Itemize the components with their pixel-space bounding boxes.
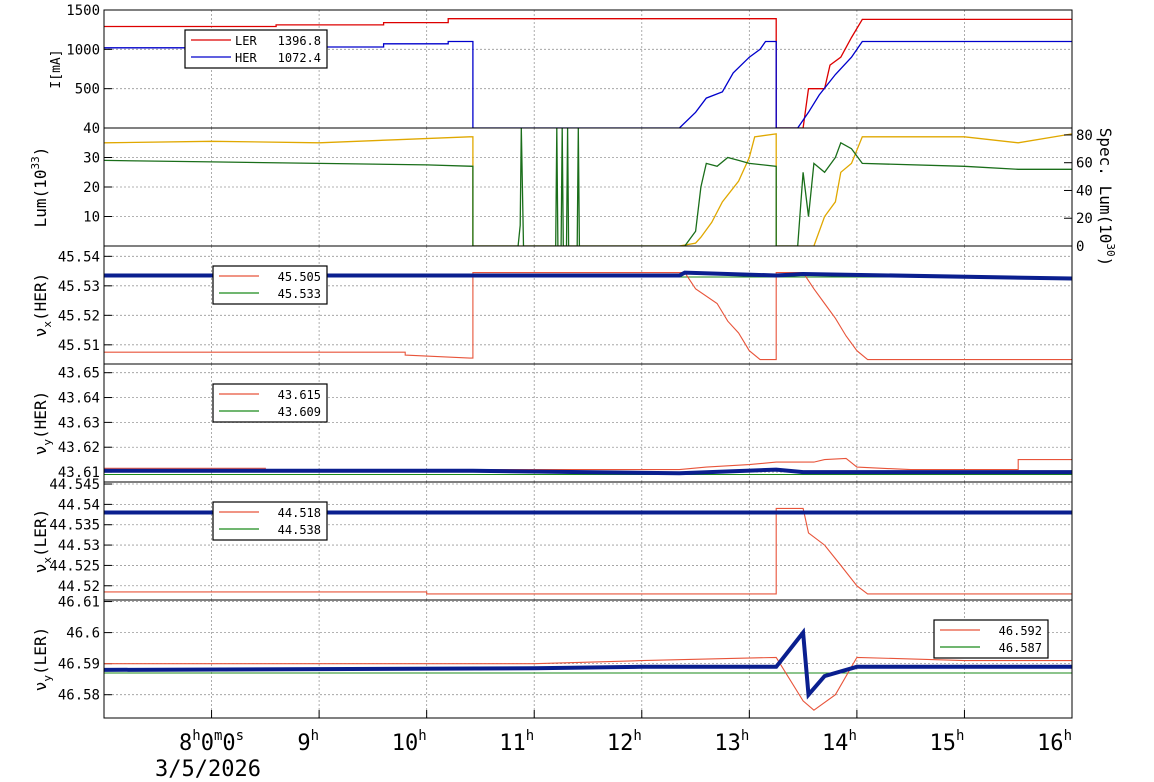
y-tick-label: 43.65 (58, 366, 100, 382)
legend: 46.592 46.587 (933, 619, 1049, 659)
legend-value: 46.587 (999, 641, 1042, 655)
x-tick-label: 16h (1037, 728, 1072, 756)
y-tick-label: 1000 (66, 42, 100, 58)
y-tick-label: 44.545 (49, 477, 100, 493)
x-tick-label: 13h (714, 728, 749, 756)
legend: 43.615 43.609 (212, 383, 328, 423)
series-line-ler (104, 18, 1072, 128)
y-axis-label: νx(HER) (31, 273, 54, 337)
series-line-setting (104, 656, 1072, 711)
y-tick-label: 44.52 (58, 579, 100, 595)
y-axis-label: I[mA] (49, 49, 64, 88)
legend-value: 43.615 (278, 388, 321, 402)
y-tick-label: 45.54 (58, 249, 100, 265)
legend-value: 44.538 (278, 523, 321, 537)
series-line-specific-luminosity (104, 128, 1072, 246)
right-y-tick-label: 0 (1076, 239, 1084, 255)
x-tick-label: 14h (822, 728, 857, 756)
panel-current: 500 1000 1500 I[mA] LER 1396.8 HER 1072.4 (49, 3, 1073, 129)
y-tick-label: 40 (83, 121, 100, 137)
y-axis-label: νx(LER) (31, 509, 54, 573)
x-tick-label: 12h (607, 728, 642, 756)
legend-value: 45.505 (278, 270, 321, 284)
y-axis-label: Lum(1033) (29, 147, 50, 228)
series-line-setting (104, 272, 1072, 361)
y-tick-label: 44.54 (58, 497, 100, 513)
legend-value: 43.609 (278, 405, 321, 419)
x-tick-label: 9h (297, 728, 319, 756)
y-tick-label: 10 (83, 210, 100, 226)
series-line-her (104, 40, 1072, 128)
panel-luminosity: 10 20 30 40 Lum(1033) 0 20 40 60 80 Spec. Lum(1030… (29, 121, 1117, 266)
right-y-tick-label: 40 (1076, 183, 1093, 199)
legend-box (933, 619, 1049, 659)
series-line-luminosity (104, 133, 1072, 246)
series-line-measured (104, 270, 1072, 281)
right-y-tick-label: 20 (1076, 211, 1093, 227)
panel-frame (103, 599, 1073, 719)
x-tick-label: 11h (499, 728, 534, 756)
panel-frame (103, 245, 1073, 365)
y-tick-label: 46.6 (66, 626, 100, 642)
y-tick-label: 500 (75, 82, 100, 98)
legend-value: 1072.4 (278, 51, 321, 65)
series-line-setting (104, 507, 1072, 595)
y-tick-label: 20 (83, 180, 100, 196)
legend-box (212, 501, 328, 541)
series-line-setting (104, 457, 1072, 471)
legend-value: 1396.8 (278, 34, 321, 48)
right-y-tick-label: 80 (1076, 128, 1093, 144)
y-tick-label: 45.51 (58, 338, 100, 354)
panel-frame (103, 9, 1073, 129)
y-tick-label: 46.58 (58, 688, 100, 704)
legend: LER 1396.8 HER 1072.4 (184, 29, 328, 69)
x-tick-label: 15h (930, 728, 965, 756)
y-tick-label: 46.61 (58, 595, 100, 611)
y-tick-label: 43.62 (58, 440, 100, 456)
x-tick-label: 8h0m0s (179, 728, 244, 756)
panel-nux_ler: 44.52 44.525 44.53 44.535 44.54 44.545 νx(LER)… (31, 477, 1073, 601)
y-tick-label: 43.64 (58, 391, 100, 407)
legend-box (212, 383, 328, 423)
panel-frame (103, 481, 1073, 601)
legend-value: 46.592 (999, 624, 1042, 638)
legend: 45.505 45.533 (212, 265, 328, 305)
y-tick-label: 30 (83, 151, 100, 167)
y-axis-label: νy(HER) (31, 391, 54, 455)
y-tick-label: 44.525 (49, 558, 100, 574)
legend-box (212, 265, 328, 305)
y-tick-label: 44.53 (58, 538, 100, 554)
y-tick-label: 45.53 (58, 279, 100, 295)
panel-frame (103, 363, 1073, 483)
right-y-axis-label: Spec. Lum(1030) (1096, 128, 1117, 266)
date-label: 3/5/2026 (155, 757, 261, 782)
legend-name: LER (235, 34, 257, 48)
series-line-measured (104, 627, 1072, 700)
y-tick-label: 1500 (66, 3, 100, 19)
y-tick-label: 45.52 (58, 308, 100, 324)
y-tick-label: 43.61 (58, 465, 100, 481)
legend-value: 45.533 (278, 287, 321, 301)
legend-value: 44.518 (278, 506, 321, 520)
legend: 44.518 44.538 (212, 501, 328, 541)
legend-box (184, 29, 328, 69)
series-line-measured (104, 467, 1072, 476)
legend-name: HER (235, 51, 257, 65)
x-tick-label: 10h (392, 728, 427, 756)
right-y-tick-label: 60 (1076, 156, 1093, 172)
y-tick-label: 43.63 (58, 415, 100, 431)
y-axis-label: νy(LER) (31, 627, 54, 691)
y-tick-label: 44.535 (49, 518, 100, 534)
y-tick-label: 46.59 (58, 657, 100, 673)
